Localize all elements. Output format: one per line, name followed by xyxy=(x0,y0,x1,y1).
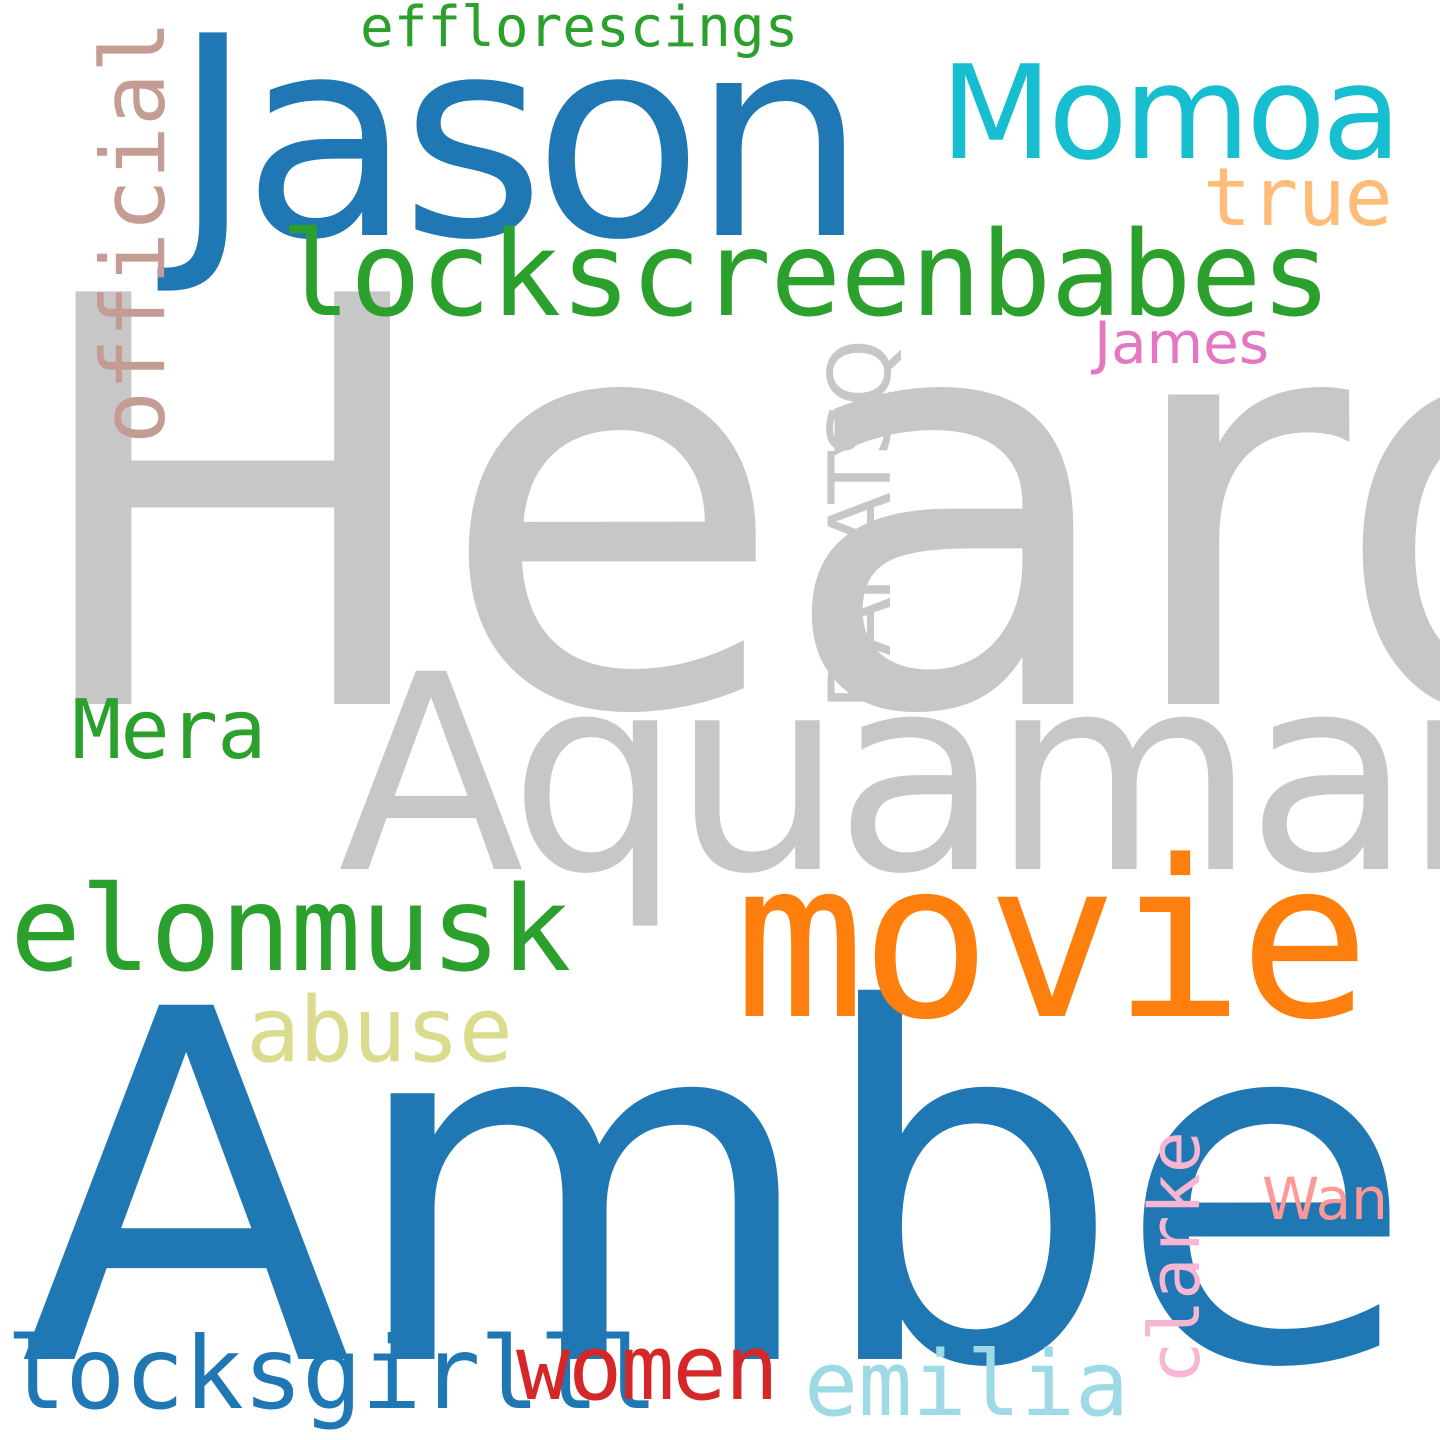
word-wan: Wan xyxy=(1262,1165,1388,1233)
word-jason: Jason xyxy=(172,0,867,301)
word-elonmusk: elonmusk xyxy=(10,860,571,998)
word-true: true xyxy=(1203,151,1393,244)
word-aquaman: Aquaman xyxy=(338,618,1440,934)
word-official: official xyxy=(82,20,185,444)
word-lockscreenbabes: lockscreenbabes xyxy=(280,205,1332,343)
word-women: women xyxy=(516,1316,779,1421)
word-james: James xyxy=(1094,309,1270,377)
word-efflorescings: efflorescings xyxy=(360,0,799,60)
word-movie: movie xyxy=(734,815,1370,1068)
word-baratsq: BARATSQ xyxy=(811,343,911,710)
word-momoa: Momoa xyxy=(940,37,1402,189)
word-heard: Heard xyxy=(20,180,1440,838)
word-clarke: clarke xyxy=(1134,1131,1216,1384)
word-amber: Amber xyxy=(20,908,1440,1440)
word-abuse: abuse xyxy=(246,978,513,1083)
word-emilia: emilia xyxy=(804,1332,1130,1437)
word-mera: Mera xyxy=(72,683,266,778)
word-locksgirlll: locksgirlll xyxy=(6,1315,658,1432)
